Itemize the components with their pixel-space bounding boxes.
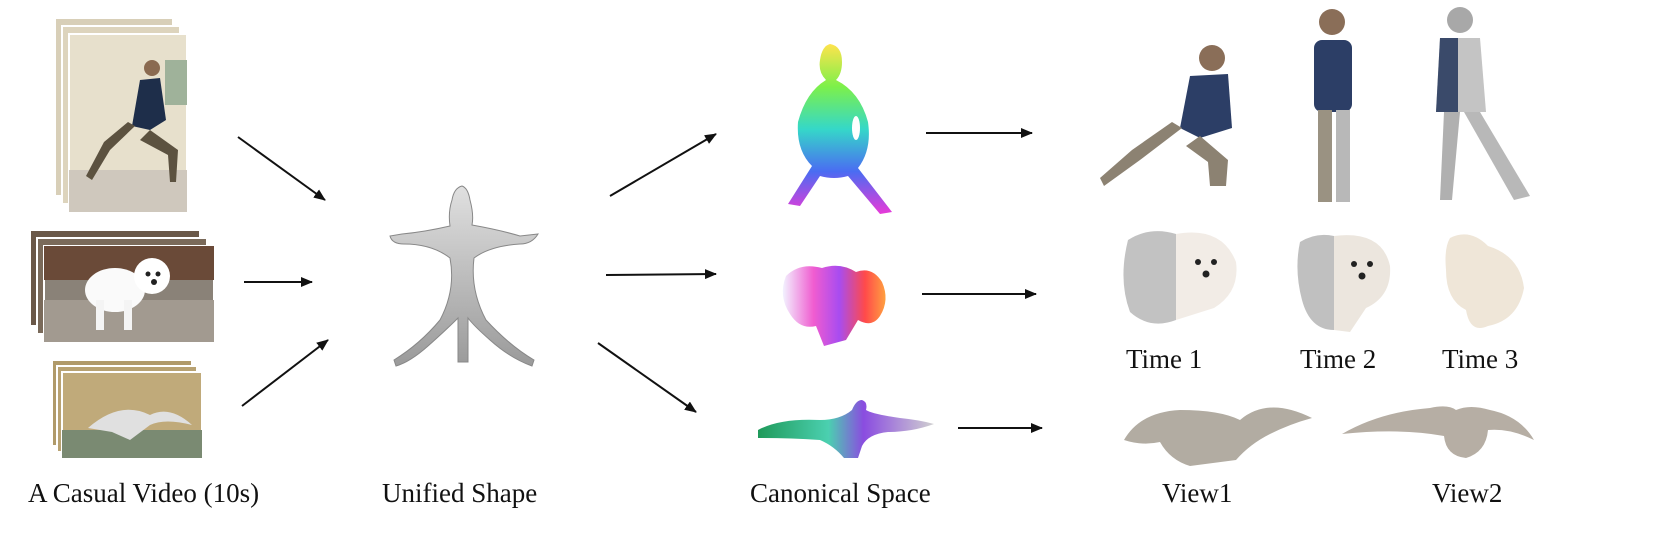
output-human-time1 [1100,45,1232,186]
output-dog-time2 [1297,234,1391,332]
arrow-unified-to-canonical-bird [597,342,697,413]
canonical-dog-mesh [782,265,886,346]
label-time-2: Time 2 [1300,344,1377,374]
label-view-1: View1 [1162,478,1233,508]
video-stack-human [54,17,188,213]
label-time-3: Time 3 [1442,344,1519,374]
unified-shape-mesh [389,185,539,367]
arrow-unified-to-canonical-dog [605,269,717,280]
label-input-video: A Casual Video (10s) [28,478,260,508]
canonical-bird-mesh [758,400,934,458]
label-time-1: Time 1 [1126,344,1203,374]
label-unified-shape: Unified Shape [382,478,538,508]
output-human-time2 [1314,9,1352,202]
output-dog-time3 [1445,234,1524,328]
output-bird-view2 [1342,406,1534,458]
video-stack-bird [51,359,203,459]
label-view-2: View2 [1432,478,1503,508]
output-dog-time1 [1123,231,1237,324]
arrow-unified-to-canonical-human [609,133,717,197]
output-bird-view1 [1124,407,1312,466]
label-canonical-space: Canonical Space [750,478,931,508]
canonical-human-mesh [788,44,892,214]
output-human-time3 [1436,7,1530,200]
arrow-human-to-unified [237,136,326,201]
video-stack-dog [29,229,215,343]
arrow-bird-to-unified [241,339,329,407]
